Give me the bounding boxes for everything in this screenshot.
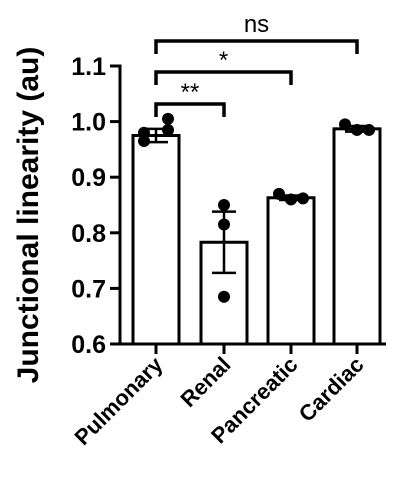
significance-bracket	[154, 102, 226, 117]
data-point	[218, 199, 230, 211]
category-label: Renal	[175, 352, 235, 412]
significance-brackets: ***ns	[154, 11, 359, 117]
y-tick-label: 0.6	[71, 331, 106, 359]
y-tick-label: 1.1	[71, 53, 106, 81]
significance-label: ns	[244, 11, 269, 38]
y-tick-label: 1.0	[71, 109, 106, 137]
bar-pulmonary	[131, 134, 181, 346]
axes: 0.6 0.7 0.8 0.9 1.0 1.1	[71, 53, 386, 359]
significance-label: **	[181, 79, 200, 106]
category-label: Cardiac	[294, 352, 369, 427]
data-point	[162, 112, 174, 125]
bar-cardiac	[332, 127, 382, 346]
significance-bracket	[154, 39, 359, 54]
bars	[131, 127, 382, 346]
category-label: Pulmonary	[69, 351, 168, 450]
y-tick-label: 0.7	[71, 275, 106, 303]
y-axis-label: Junctional linearity (au)	[12, 47, 45, 384]
data-point	[218, 290, 230, 303]
y-tick-label: 0.9	[71, 164, 106, 192]
data-point	[339, 118, 351, 131]
y-tick-label: 0.8	[71, 220, 106, 248]
significance-label: *	[219, 47, 228, 74]
significance-bracket	[154, 70, 293, 85]
error-bars	[144, 124, 369, 275]
bar-pancreatic	[266, 196, 316, 346]
